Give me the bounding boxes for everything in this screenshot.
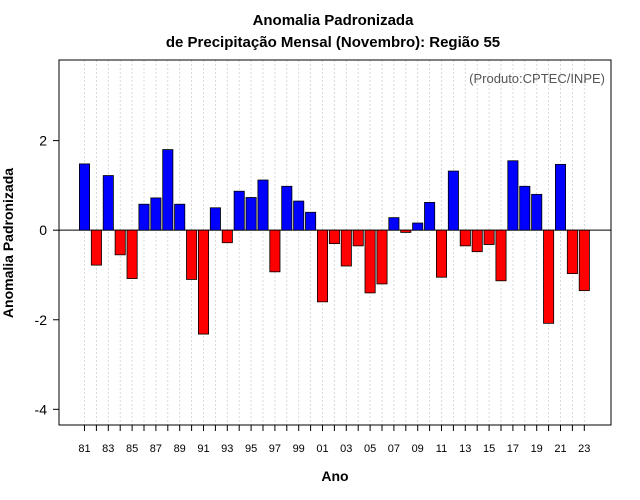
bar-15: [483, 229, 495, 245]
bar-85: [126, 229, 138, 279]
bar-82: [90, 229, 102, 266]
x-tick-label: 15: [483, 443, 495, 455]
bar-97: [269, 229, 281, 273]
bar-12: [447, 170, 459, 231]
x-tick-label: 97: [269, 443, 281, 455]
bar-98: [281, 185, 293, 231]
x-tick-label: 21: [554, 443, 566, 455]
bar-90: [186, 229, 198, 280]
x-axis: 81 83 85 87 89 91 93 95 97 99 01 03 05 07 09 11 13 15 17 19…: [78, 425, 590, 455]
x-tick-label: 83: [102, 443, 114, 455]
bar-96: [257, 179, 269, 231]
x-tick-label: 99: [293, 443, 305, 455]
bar-81: [79, 163, 91, 231]
bar-18: [519, 185, 531, 231]
bar-87: [150, 197, 162, 231]
y-tick-label: 0: [39, 222, 47, 238]
grid: [84, 60, 585, 425]
x-tick-label: 87: [150, 443, 162, 455]
bars: [79, 149, 590, 335]
bar-13: [459, 229, 471, 247]
bar-03: [340, 229, 352, 267]
x-tick-label: 17: [507, 443, 519, 455]
x-tick-label: 07: [388, 443, 400, 455]
bar-14: [471, 229, 483, 253]
y-axis-title: Anomalia Padronizada: [0, 168, 16, 318]
bar-10: [424, 202, 436, 231]
x-tick-label: 03: [340, 443, 352, 455]
bar-04: [352, 229, 364, 247]
credit-text: (Produto:CPTEC/INPE): [469, 71, 605, 86]
bar-06: [376, 229, 388, 285]
bar-84: [114, 229, 126, 256]
x-tick-label: 19: [531, 443, 543, 455]
y-axis: -4 -2 0 2: [35, 133, 59, 417]
bar-08: [400, 229, 412, 233]
x-tick-label: 13: [459, 443, 471, 455]
x-tick-label: 93: [221, 443, 233, 455]
x-axis-title: Ano: [321, 468, 348, 484]
x-tick-label: 01: [316, 443, 328, 455]
bar-93: [221, 229, 233, 244]
x-tick-label: 95: [245, 443, 257, 455]
bar-89: [174, 203, 186, 231]
bar-86: [138, 203, 150, 231]
chart-subtitle: de Precipitação Mensal (Novembro): Regiã…: [166, 34, 500, 51]
bar-01: [316, 229, 328, 303]
bar-95: [245, 197, 257, 231]
bar-22: [566, 229, 578, 275]
y-tick-label: 2: [39, 133, 47, 149]
bar-02: [328, 229, 340, 245]
bar-11: [435, 229, 447, 278]
bar-20: [543, 229, 555, 324]
bar-99: [293, 200, 305, 231]
chart-title: Anomalia Padronizada: [253, 12, 415, 29]
x-tick-label: 11: [436, 443, 447, 455]
x-tick-label: 89: [174, 443, 186, 455]
x-tick-label: 09: [412, 443, 424, 455]
bar-94: [233, 190, 245, 231]
x-tick-label: 85: [126, 443, 138, 455]
bar-00: [305, 211, 317, 231]
y-tick-label: -2: [35, 312, 48, 328]
y-tick-label: -4: [35, 401, 48, 417]
bar-09: [412, 222, 424, 231]
x-tick-label: 23: [578, 443, 590, 455]
bar-19: [531, 193, 543, 231]
bar-91: [197, 229, 209, 335]
x-tick-label: 91: [197, 443, 209, 455]
x-tick-label: 05: [364, 443, 376, 455]
bar-05: [364, 229, 376, 294]
bar-16: [495, 229, 507, 282]
x-tick-label: 81: [78, 443, 90, 455]
bar-92: [209, 207, 221, 231]
bar-83: [102, 175, 114, 231]
bar-17: [507, 160, 519, 231]
bar-88: [162, 149, 174, 231]
bar-23: [578, 229, 590, 292]
bar-07: [388, 217, 400, 231]
plot-frame: [58, 59, 612, 426]
bar-21: [555, 163, 567, 231]
